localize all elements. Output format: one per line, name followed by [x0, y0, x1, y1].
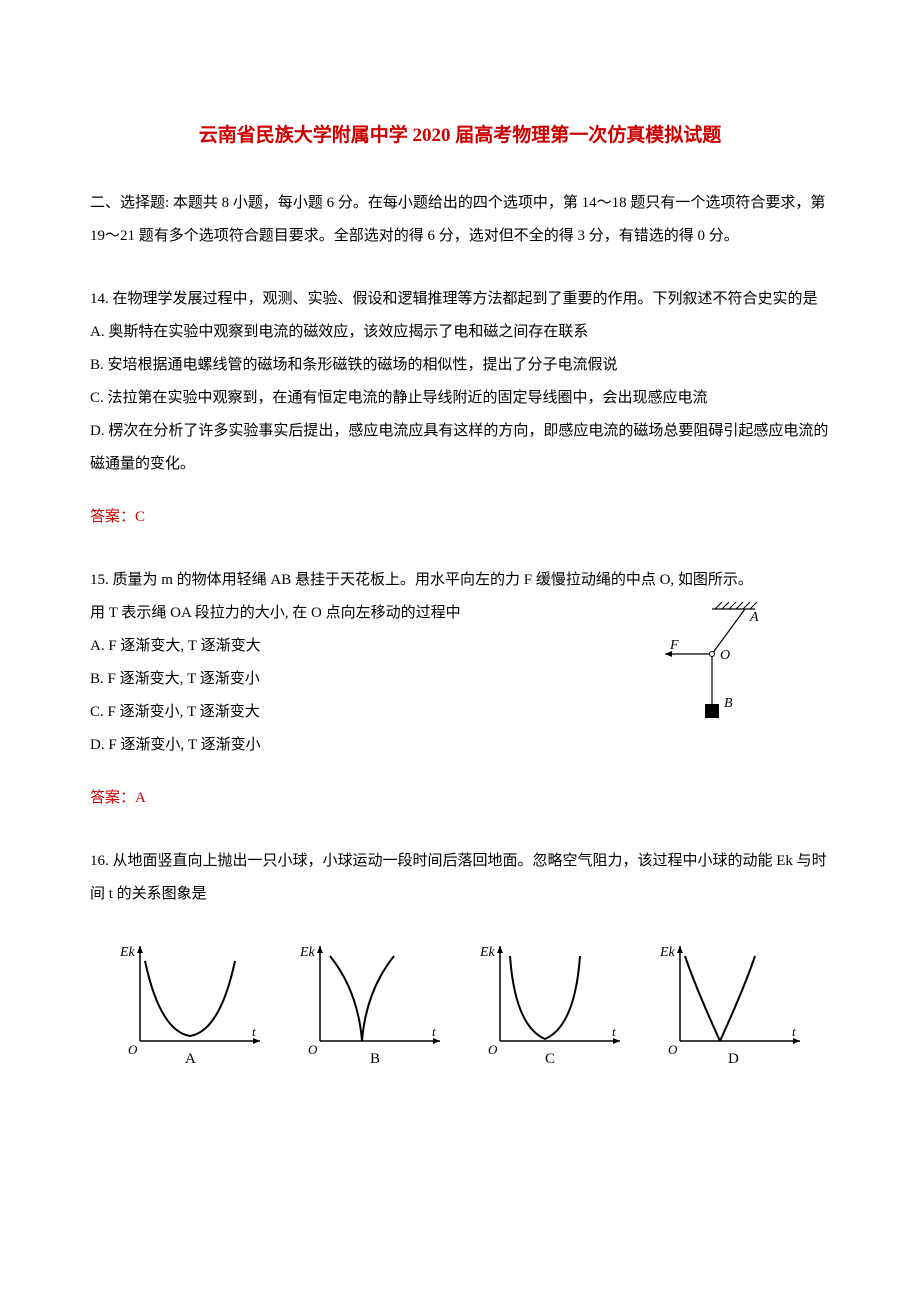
chart-a-label: A [185, 1051, 196, 1067]
section-instructions: 二、选择题: 本题共 8 小题，每小题 6 分。在每小题给出的四个选项中，第 1… [90, 187, 830, 253]
q15-option-d: D. F 逐渐变小, T 逐渐变小 [90, 729, 830, 762]
q16-chart-b: Ek t O B [290, 931, 450, 1081]
chart-d-xlabel: t [792, 1024, 796, 1039]
q15-label-f: F [669, 638, 679, 653]
question-15: 15. 质量为 m 的物体用轻绳 AB 悬挂于天花板上。用水平向左的力 F 缓慢… [90, 564, 830, 762]
q15-label-b: B [724, 696, 733, 711]
chart-b-ylabel: Ek [299, 945, 316, 960]
chart-a-xlabel: t [252, 1024, 256, 1039]
chart-c-label: C [545, 1051, 555, 1067]
q16-chart-a: Ek t O A [110, 931, 270, 1081]
q15-figure: A O B F [650, 599, 770, 729]
q16-chart-d: Ek t O D [650, 931, 810, 1081]
q14-answer-text: 答案：C [90, 509, 145, 525]
chart-a-ylabel: Ek [119, 945, 136, 960]
q14-option-a: A. 奥斯特在实验中观察到电流的磁效应，该效应揭示了电和磁之间存在联系 [90, 316, 830, 349]
q15-answer-text: 答案：A [90, 790, 146, 806]
q14-option-b: B. 安培根据通电螺线管的磁场和条形磁铁的磁场的相似性，提出了分子电流假说 [90, 349, 830, 382]
q14-option-c: C. 法拉第在实验中观察到，在通有恒定电流的静止导线附近的固定导线圈中，会出现感… [90, 382, 830, 415]
exam-title: 云南省民族大学附属中学 2020 届高考物理第一次仿真模拟试题 [90, 120, 830, 147]
chart-c-orig: O [488, 1042, 498, 1057]
q16-stem: 16. 从地面竖直向上抛出一只小球，小球运动一段时间后落回地面。忽略空气阻力，该… [90, 845, 830, 911]
instructions-text: 二、选择题: 本题共 8 小题，每小题 6 分。在每小题给出的四个选项中，第 1… [90, 195, 825, 244]
question-14: 14. 在物理学发展过程中，观测、实验、假设和逻辑推理等方法都起到了重要的作用。… [90, 283, 830, 481]
chart-b-label: B [370, 1051, 380, 1067]
chart-d-orig: O [668, 1042, 678, 1057]
chart-a-orig: O [128, 1042, 138, 1057]
q14-answer: 答案：C [90, 501, 830, 534]
q14-stem: 14. 在物理学发展过程中，观测、实验、假设和逻辑推理等方法都起到了重要的作用。… [90, 283, 830, 316]
q15-line1: 15. 质量为 m 的物体用轻绳 AB 悬挂于天花板上。用水平向左的力 F 缓慢… [90, 564, 830, 597]
question-16: 16. 从地面竖直向上抛出一只小球，小球运动一段时间后落回地面。忽略空气阻力，该… [90, 845, 830, 1081]
q15-answer: 答案：A [90, 782, 830, 815]
q15-label-a: A [749, 610, 759, 625]
chart-c-xlabel: t [612, 1024, 616, 1039]
q16-chart-c: Ek t O C [470, 931, 630, 1081]
chart-b-xlabel: t [432, 1024, 436, 1039]
q14-option-d: D. 楞次在分析了许多实验事实后提出，感应电流应具有这样的方向，即感应电流的磁场… [90, 415, 830, 481]
chart-c-ylabel: Ek [479, 945, 496, 960]
q15-label-o: O [720, 648, 730, 663]
chart-d-ylabel: Ek [659, 945, 676, 960]
chart-b-orig: O [308, 1042, 318, 1057]
title-text: 云南省民族大学附属中学 2020 届高考物理第一次仿真模拟试题 [199, 125, 722, 146]
chart-d-label: D [728, 1051, 739, 1067]
q16-charts: Ek t O A Ek t O B [90, 931, 830, 1081]
